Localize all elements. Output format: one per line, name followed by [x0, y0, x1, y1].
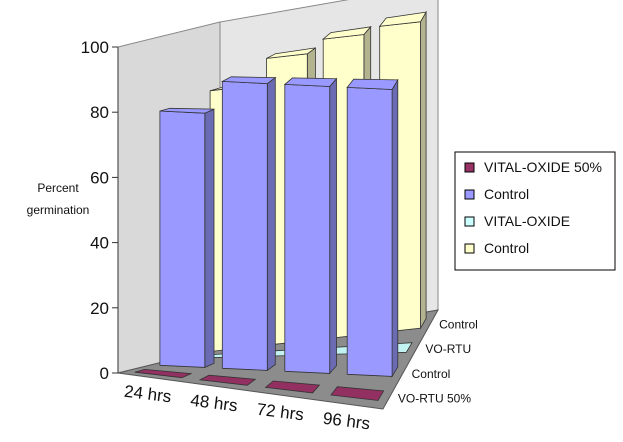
y-tick-label: 80: [90, 103, 109, 122]
bar: [198, 374, 257, 386]
depth-label: VO-RTU 50%: [398, 392, 471, 406]
legend-label: Control: [484, 240, 529, 256]
legend: VITAL-OXIDE 50% Control VITAL-OXIDE Control: [454, 151, 616, 271]
bar: [220, 76, 277, 372]
legend-swatch: [464, 162, 475, 173]
bar-top: [134, 368, 193, 379]
bar-front: [159, 110, 206, 368]
depth-axis: Control VO-RTU Control VO-RTU 50%: [398, 317, 478, 405]
y-tick-label: 60: [90, 168, 109, 187]
category-label: 96 hrs: [322, 409, 371, 434]
bar-front: [221, 80, 268, 371]
bar: [330, 386, 385, 401]
bar-top: [220, 76, 277, 85]
bar: [159, 107, 215, 369]
bar: [264, 380, 321, 394]
legend-swatch: [464, 189, 475, 200]
bars-layer: [134, 10, 427, 401]
bar-top: [321, 26, 372, 40]
bar-side: [391, 78, 399, 378]
bar: [283, 77, 338, 375]
legend-label: VITAL-OXIDE 50%: [484, 159, 602, 175]
category-label: 48 hrs: [189, 391, 238, 416]
legend-swatch: [464, 216, 475, 227]
y-axis-title-line2: germination: [27, 203, 90, 217]
bar-side: [266, 76, 276, 372]
y-tick-label: 100: [81, 38, 109, 57]
bar-side: [329, 77, 337, 375]
bar-side: [420, 10, 427, 330]
legend-label: Control: [484, 186, 529, 202]
bar-front: [284, 83, 331, 374]
depth-label: Control: [412, 367, 451, 381]
bar-top: [159, 107, 215, 114]
bar-side: [204, 108, 215, 369]
legend-box: [454, 151, 616, 271]
bar-top: [266, 47, 316, 59]
y-tick-label: 0: [100, 364, 109, 383]
bar-top: [378, 11, 427, 27]
y-axis: 0 20 40 60 80 100: [81, 38, 119, 383]
category-label: 72 hrs: [256, 400, 305, 425]
bar-top: [264, 380, 321, 394]
depth-label: VO-RTU: [425, 342, 471, 356]
legend-swatch: [464, 243, 475, 254]
y-tick-label: 20: [90, 299, 109, 318]
depth-label: Control: [439, 317, 478, 331]
category-label: 24 hrs: [123, 382, 172, 407]
bar-top: [346, 78, 399, 90]
bar-top: [283, 77, 338, 87]
y-axis-title-line1: Percent: [37, 181, 79, 195]
bar-front: [346, 86, 393, 377]
bar-top: [198, 374, 257, 386]
legend-label: VITAL-OXIDE: [484, 213, 570, 229]
bar-top: [330, 386, 385, 401]
y-tick-label: 40: [90, 234, 109, 253]
bar: [134, 368, 193, 379]
bar: [346, 78, 399, 378]
